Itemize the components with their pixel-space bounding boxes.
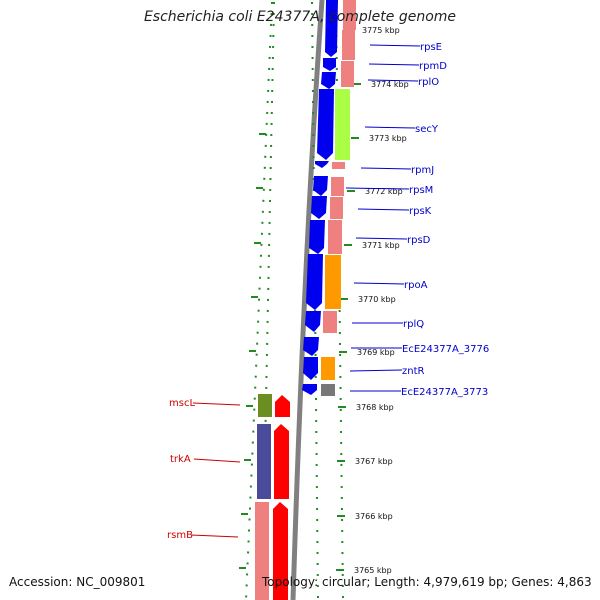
kbp-label: 3771 kbp (362, 241, 400, 250)
cds-zntR (303, 357, 318, 380)
genome-backbone (290, 0, 325, 600)
gene-label-rsmB: rsmB (167, 530, 193, 541)
kbp-label: 3772 kbp (365, 187, 403, 196)
kbp-label: 3773 kbp (369, 134, 407, 143)
cat-pink-8 (323, 311, 337, 333)
gene-label-rplQ: rplQ (403, 319, 424, 330)
cat-pink-1 (343, 0, 356, 30)
gene-labels: rpsE rpmD rplO secY rpmJ rpsM rpsK rpsD rpoA rplQ… (167, 42, 489, 541)
cds-rplQ (305, 311, 321, 332)
gene-leader-line (355, 237, 408, 240)
cat-pink-2 (342, 30, 355, 60)
gene-label-rpsD: rpsD (407, 235, 431, 246)
kbp-label: 3770 kbp (358, 295, 396, 304)
cds-rpmJ (315, 161, 329, 168)
cat-pink-7 (328, 220, 342, 254)
tick-track-left-mid (261, 1, 275, 600)
cds-rpmD (323, 58, 336, 71)
cat-orange-1 (325, 255, 341, 309)
gene-leader-line (353, 282, 405, 285)
gene-leader-line (364, 126, 416, 129)
tick-track-inner-right (311, 1, 319, 600)
accession-label: Accession: NC_009801 (9, 575, 146, 589)
gene-label-EcE24377A_3773: EcE24377A_3773 (401, 387, 488, 398)
kbp-label: 3774 kbp (371, 80, 409, 89)
gene-label-trkA: trkA (170, 454, 191, 465)
gene-label-rpmJ: rpmJ (411, 165, 434, 176)
cat-pink-6 (330, 197, 343, 219)
gene-label-rpmD: rpmD (419, 61, 447, 72)
gene-leader-line (360, 167, 412, 170)
cat-pink-5 (331, 177, 344, 196)
gene-leader-line (193, 458, 241, 463)
gene-leader-line (349, 369, 403, 372)
cds-rpsD (309, 220, 325, 254)
cds-rplO (321, 72, 336, 89)
cds-EcE24377A_3776 (303, 337, 319, 356)
kbp-label: 3767 kbp (355, 457, 393, 466)
cds-secY (317, 89, 334, 160)
gene-leader-line (369, 44, 421, 47)
forward-cds-track (302, 0, 338, 395)
gene-leader-line (192, 402, 241, 406)
cat-olive (258, 394, 272, 417)
tick-track-left-outer (245, 1, 273, 600)
cds-rpsE (325, 0, 338, 57)
genome-summary: Topology: circular; Length: 4,979,619 bp… (262, 575, 592, 589)
cat-green (335, 89, 350, 160)
gene-leader-line (345, 187, 410, 190)
gene-label-rplO: rplO (418, 77, 439, 88)
cds-EcE24377A_3773 (302, 384, 317, 395)
kbp-label: 3775 kbp (362, 26, 400, 35)
gene-label-secY: secY (415, 124, 439, 135)
kbp-label: 3768 kbp (356, 403, 394, 412)
gene-leader-line (190, 534, 239, 538)
cat-pink-4 (332, 162, 345, 169)
cat-orange-2 (321, 357, 335, 380)
kbp-label: 3765 kbp (354, 566, 392, 575)
cat-pink-3 (341, 61, 354, 87)
left-ticks (239, 133, 266, 569)
cds-rpoA (306, 254, 323, 310)
category-track (321, 0, 356, 396)
cds-rsmB (273, 502, 288, 600)
gene-label-rpsM: rpsM (409, 185, 433, 196)
gene-label-rpsE: rpsE (420, 42, 442, 53)
gene-label-rpsK: rpsK (409, 206, 432, 217)
cds-rpsM (313, 176, 328, 196)
kbp-label: 3766 kbp (355, 512, 393, 521)
cds-trkA (274, 424, 289, 499)
gene-label-zntR: zntR (402, 366, 425, 377)
cds-mscL (275, 395, 290, 417)
kbp-major-ticks: 3775 kbp 3774 kbp 3773 kbp 3772 kbp 3771 kbp… (336, 26, 409, 575)
gene-label-EcE24377A_3776: EcE24377A_3776 (402, 344, 489, 355)
page-title: Escherichia coli E24377A, complete genom… (143, 9, 457, 25)
reverse-track (255, 394, 290, 600)
gene-label-rpoA: rpoA (404, 280, 428, 291)
cat-gray (321, 384, 335, 396)
gene-leader-line (367, 79, 419, 82)
gene-label-mscL: mscL (169, 398, 195, 409)
kbp-label: 3769 kbp (357, 348, 395, 357)
cat-navy (257, 424, 271, 499)
gene-leader-line (357, 208, 410, 211)
cat-pink-rsmB (255, 502, 269, 600)
cds-rpsK (311, 196, 327, 219)
gene-leader-line (368, 63, 420, 66)
